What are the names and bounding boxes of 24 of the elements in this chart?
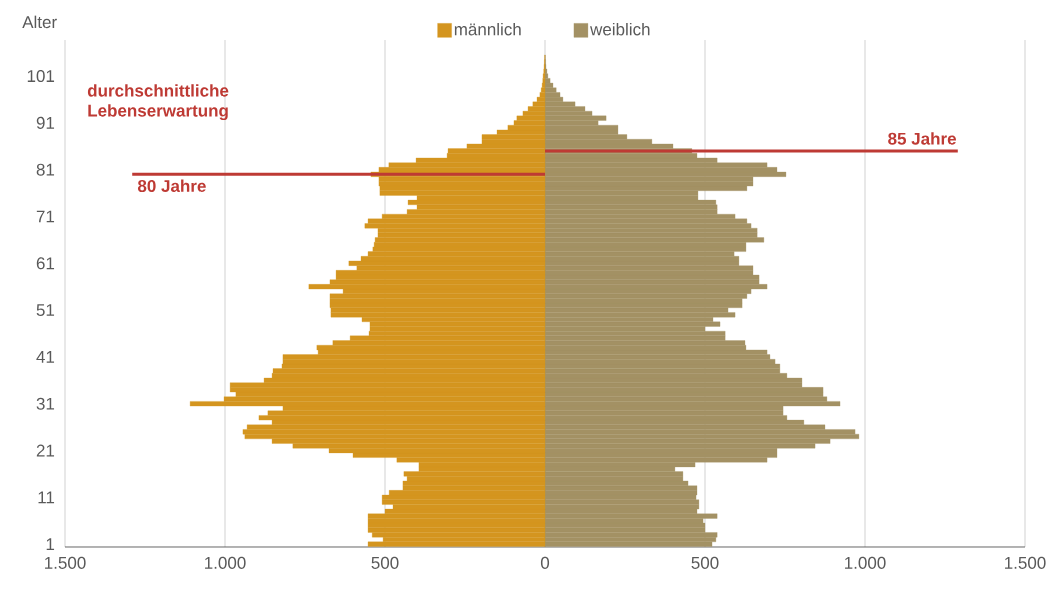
y-tick-label: 81	[36, 163, 55, 176]
x-tick-label: 500	[371, 556, 399, 569]
ref-line-label: 85 Jahre	[888, 132, 956, 145]
y-tick-label: 1	[46, 538, 55, 551]
y-tick-label: 61	[36, 257, 55, 270]
x-tick-label: 1.000	[205, 556, 246, 569]
legend-label: männlich	[454, 22, 521, 36]
y-tick-label: 41	[36, 351, 55, 363]
y-tick-label: 91	[36, 116, 55, 129]
ref-line-label: 80 Jahre	[137, 179, 206, 193]
x-tick-label: 1.500	[1005, 556, 1046, 569]
x-tick-label: 1.500	[45, 556, 86, 569]
legend-label: weiblich	[590, 22, 650, 36]
y-tick-label: 31	[36, 397, 55, 410]
y-tick-label: 21	[36, 444, 55, 457]
y-tick-label: 51	[36, 304, 55, 317]
annotation: durchschnittliche Lebenserwartung	[87, 84, 229, 121]
x-tick-label: 500	[691, 556, 719, 569]
x-tick-label: 1.000	[845, 556, 886, 569]
y-tick-label: 11	[38, 491, 55, 504]
y-tick-label: 101	[27, 70, 55, 83]
x-tick-label: 0	[540, 556, 550, 569]
y-axis-title: Alter	[22, 15, 57, 29]
y-tick-label: 71	[36, 210, 55, 223]
